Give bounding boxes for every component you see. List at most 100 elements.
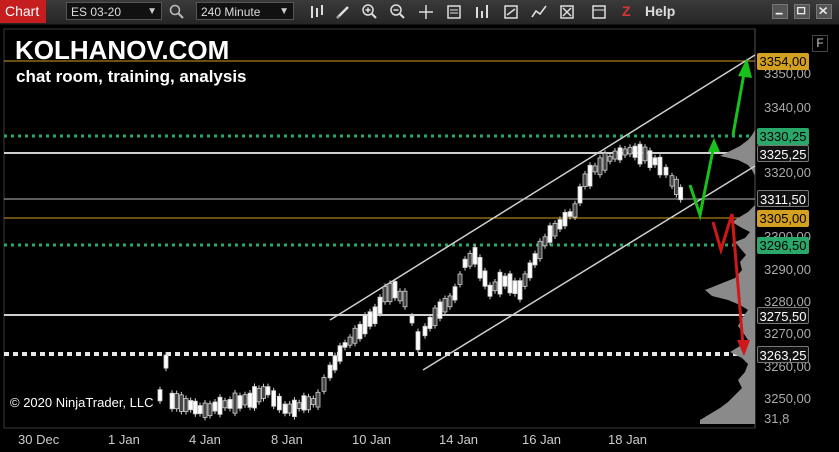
- zoom-in-icon[interactable]: [361, 3, 379, 21]
- templates-icon[interactable]: [590, 3, 608, 21]
- projection-path-up-long: [731, 67, 747, 136]
- candle-body: [482, 270, 488, 287]
- candle-body: [547, 225, 553, 243]
- date-label: 16 Jan: [522, 432, 562, 447]
- candle-body: [212, 401, 218, 412]
- date-label: 1 Jan: [108, 432, 140, 447]
- axis-tick: 3280,00: [764, 294, 811, 309]
- price-label-3263: 3263,25: [757, 346, 809, 363]
- candle-body: [347, 336, 353, 346]
- candle-body: [517, 280, 523, 300]
- chart-trader-icon[interactable]: [558, 3, 576, 21]
- date-label: 14 Jan: [439, 432, 479, 447]
- candle-body: [627, 146, 633, 155]
- candle-body: [422, 325, 428, 337]
- candle-body: [247, 392, 253, 408]
- candle-body: [669, 175, 675, 187]
- candle-body: [301, 395, 307, 411]
- candle-body: [592, 165, 598, 173]
- interval-selector[interactable]: 240 Minute ▼: [196, 2, 294, 20]
- candle-body: [637, 143, 643, 165]
- candle-body: [327, 364, 333, 379]
- candle-body: [572, 203, 578, 218]
- candle-body: [642, 146, 648, 162]
- arrow-head-up-small: [708, 138, 720, 152]
- candle-body: [242, 394, 248, 406]
- candle-body: [163, 354, 169, 369]
- instrument-selector[interactable]: ES 03-20 ▼: [66, 2, 162, 20]
- candle-body: [402, 290, 408, 308]
- candle-body: [617, 147, 623, 161]
- window-title-tab[interactable]: Chart: [0, 0, 46, 23]
- interval-value: 240 Minute: [201, 5, 261, 19]
- candle-body: [512, 280, 518, 295]
- candle-body: [602, 152, 608, 171]
- candle-body: [306, 396, 311, 411]
- search-icon[interactable]: [168, 3, 186, 21]
- bar-type-icon[interactable]: [308, 3, 326, 21]
- chart-panel-border: [3, 28, 756, 429]
- axis-tick: 31,8: [764, 411, 790, 426]
- price-label-3325: 3325,25: [757, 145, 809, 162]
- axis-tick: 3270,00: [764, 326, 811, 341]
- candle-body: [607, 155, 613, 162]
- indicators-icon[interactable]: [530, 3, 548, 21]
- candle-body: [397, 290, 403, 302]
- candle-body: [622, 148, 628, 156]
- candle-body: [567, 211, 573, 217]
- date-label: 18 Jan: [608, 432, 648, 447]
- draw-pencil-icon[interactable]: [334, 3, 352, 21]
- axis-tick: 3250,00: [764, 391, 811, 406]
- instrument-value: ES 03-20: [71, 5, 122, 19]
- candle-body: [183, 398, 189, 413]
- candle-body: [577, 186, 583, 204]
- candle-body: [265, 386, 271, 396]
- f-button[interactable]: F: [812, 35, 828, 52]
- volume-profile: [700, 130, 755, 424]
- close-button[interactable]: [816, 4, 832, 19]
- minimize-button[interactable]: [772, 4, 788, 19]
- data-series-icon[interactable]: [474, 3, 492, 21]
- channel-upper-line[interactable]: [329, 54, 756, 321]
- candle-body: [237, 395, 243, 409]
- copyright-text: © 2020 NinjaTrader, LLC: [10, 395, 154, 410]
- candle-body: [632, 145, 638, 158]
- maximize-button[interactable]: [794, 4, 810, 19]
- brand-tagline: chat room, training, analysis: [16, 67, 247, 86]
- crosshair-icon[interactable]: [417, 3, 435, 21]
- candle-body: [362, 314, 368, 335]
- channel-lower-line[interactable]: [422, 165, 756, 371]
- candle-body: [432, 307, 438, 327]
- axis-tick: 3340,00: [764, 100, 811, 115]
- candle-body: [587, 164, 593, 187]
- candle-body: [310, 398, 316, 405]
- help-menu[interactable]: Help: [645, 3, 676, 19]
- candle-body: [292, 399, 297, 417]
- arrow-head-down: [737, 340, 750, 356]
- candle-body: [282, 403, 288, 414]
- candle-body: [507, 273, 513, 294]
- candle-body: [174, 393, 180, 410]
- candle-body: [472, 247, 478, 265]
- candle-body: [652, 157, 658, 166]
- zoom-out-icon[interactable]: [389, 3, 407, 21]
- candle-body: [647, 150, 653, 169]
- candle-body: [296, 402, 302, 409]
- strategies-icon[interactable]: [502, 3, 520, 21]
- candle-body: [372, 306, 378, 325]
- candle-body: [537, 240, 543, 260]
- properties-icon[interactable]: [445, 3, 463, 21]
- candle-body: [217, 396, 223, 415]
- candle-body: [663, 166, 669, 176]
- candle-body: [562, 212, 568, 227]
- z-logo-icon[interactable]: Z: [622, 3, 631, 19]
- candle-body: [192, 400, 198, 415]
- candle-body: [457, 273, 463, 285]
- candle-body: [169, 392, 175, 410]
- candle-body: [222, 400, 228, 409]
- candle-body: [256, 387, 262, 403]
- candle-body: [202, 402, 208, 418]
- date-label: 8 Jan: [271, 432, 303, 447]
- date-label: 30 Dec: [18, 432, 60, 447]
